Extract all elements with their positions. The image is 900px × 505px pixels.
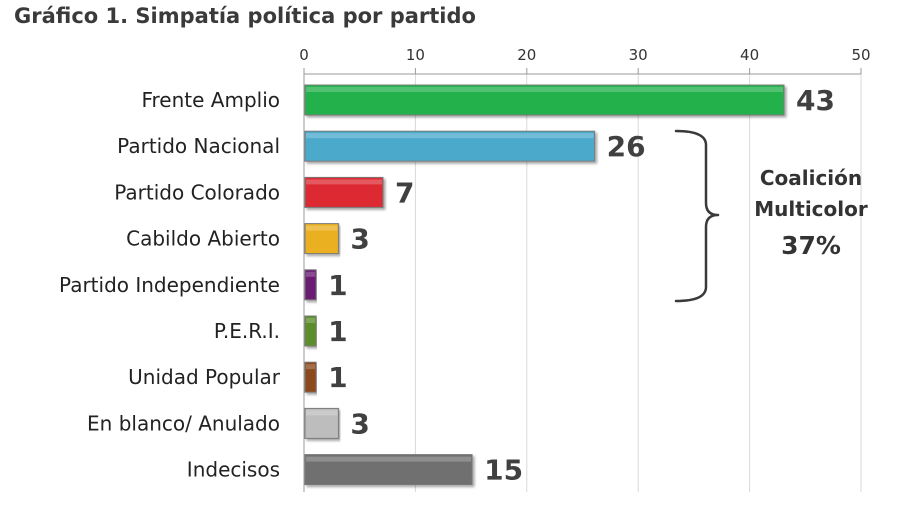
bar-highlight — [306, 364, 316, 370]
bar — [304, 130, 596, 162]
bar — [304, 361, 317, 393]
bar — [304, 269, 317, 301]
bar — [304, 223, 339, 255]
category-label: Unidad Popular — [128, 365, 281, 389]
bar — [304, 454, 473, 486]
x-tick-label: 20 — [517, 46, 536, 64]
bar — [304, 84, 785, 116]
category-label: Frente Amplio — [141, 88, 280, 112]
x-tick-label: 40 — [740, 46, 759, 64]
value-label: 3 — [350, 223, 369, 256]
category-label: Cabildo Abierto — [126, 227, 280, 251]
category-label: Indecisos — [187, 458, 280, 482]
bar-highlight — [306, 410, 338, 416]
bars — [304, 84, 785, 486]
coalition-brace — [674, 129, 720, 303]
category-labels: Frente Amplio Partido Nacional Partido Col… — [59, 88, 281, 482]
x-tick-label: 0 — [299, 46, 309, 64]
value-label: 7 — [395, 176, 414, 209]
bar-highlight — [306, 456, 472, 462]
bar-highlight — [306, 87, 784, 92]
coalition-percentage: 37% — [781, 231, 841, 260]
bar-highlight — [306, 271, 316, 277]
bar-highlight — [306, 133, 594, 139]
bar — [304, 315, 317, 347]
bar-highlight — [306, 179, 382, 185]
x-axis-ticks: 0 10 20 30 40 50 — [299, 46, 871, 75]
value-label: 3 — [350, 407, 369, 440]
value-label: 1 — [328, 269, 347, 302]
x-tick-label: 50 — [851, 46, 870, 64]
bar — [304, 176, 384, 208]
coalition-annotation: Coalición Multicolor 37% — [674, 129, 868, 303]
value-label: 26 — [607, 130, 646, 163]
x-tick-label: 10 — [406, 46, 425, 64]
value-label: 43 — [796, 84, 835, 117]
value-label: 15 — [484, 454, 523, 487]
coalition-label-line-2: Multicolor — [754, 197, 868, 221]
category-label: Partido Nacional — [117, 134, 280, 158]
chart-title: Gráfico 1. Simpatía política por partido — [14, 4, 476, 28]
bar-highlight — [306, 318, 316, 323]
x-tick-label: 30 — [629, 46, 648, 64]
value-label: 1 — [328, 361, 347, 394]
bar-highlight — [306, 225, 338, 231]
category-label: Partido Independiente — [59, 273, 280, 297]
category-label: P.E.R.I. — [214, 319, 280, 343]
bar — [304, 407, 339, 439]
value-label: 1 — [328, 315, 347, 348]
coalition-label-line-1: Coalición — [760, 166, 862, 190]
category-label: En blanco/ Anulado — [87, 411, 280, 435]
category-label: Partido Colorado — [114, 180, 280, 204]
